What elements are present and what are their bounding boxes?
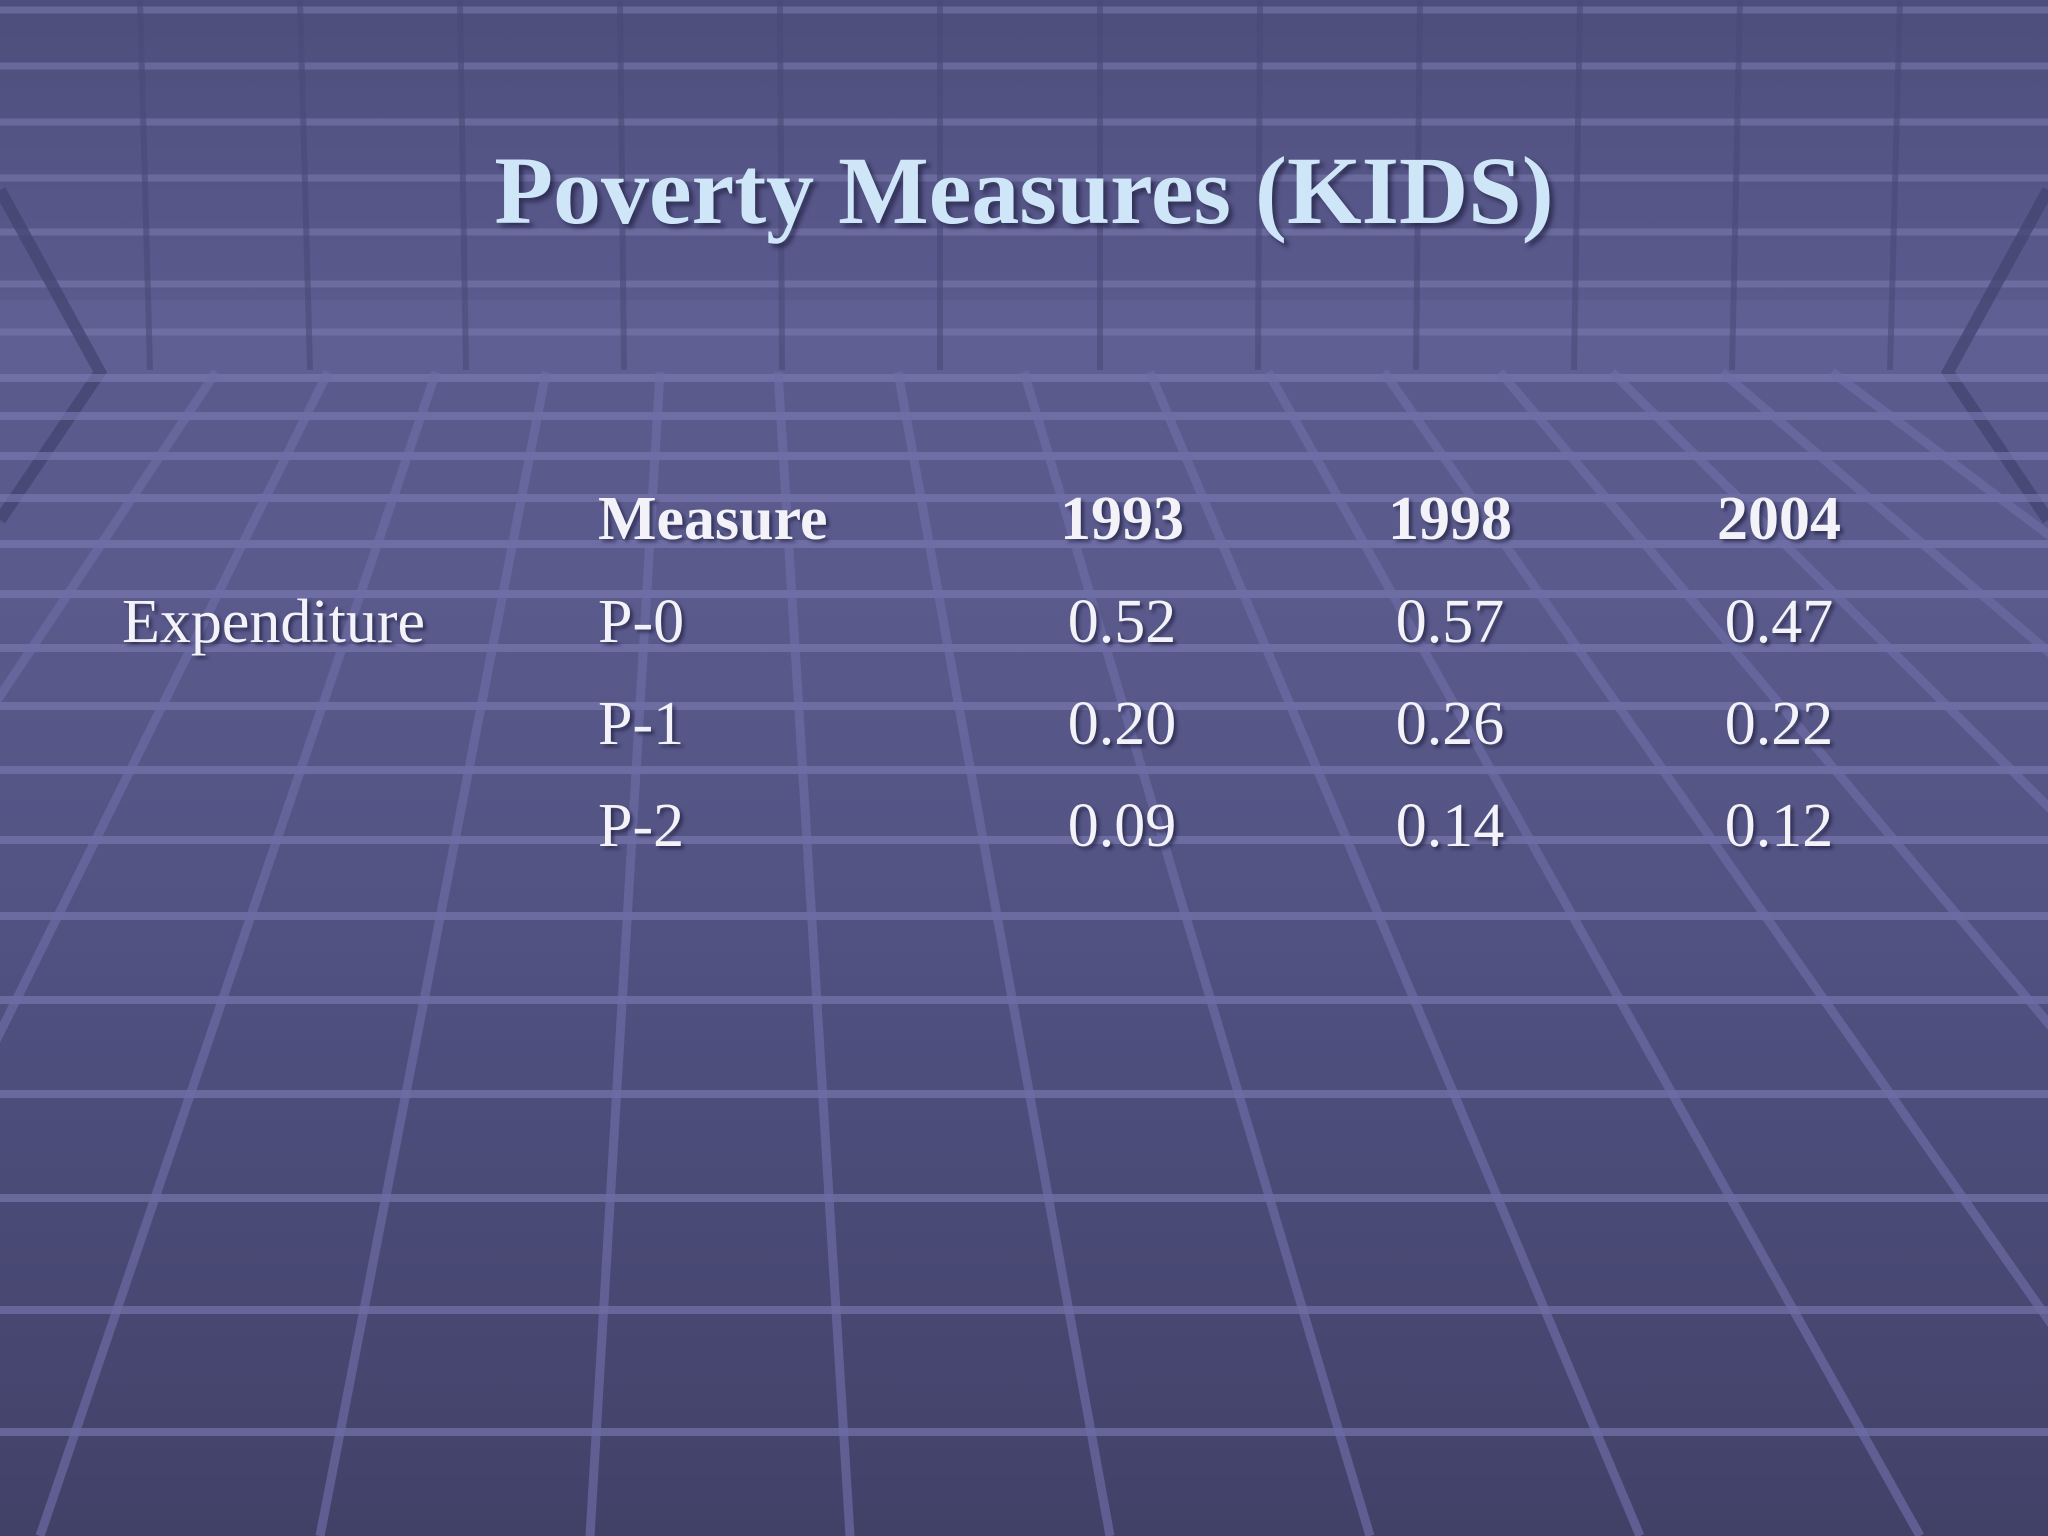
table-cell: 0.57 xyxy=(1395,588,1505,656)
row-measure-p0: P-0 xyxy=(598,588,685,656)
header-2004: 2004 xyxy=(1717,485,1841,553)
header-1993: 1993 xyxy=(1060,485,1184,553)
row-measure-p1: P-1 xyxy=(598,690,685,758)
header-1998: 1998 xyxy=(1388,485,1512,553)
table-cell: 0.12 xyxy=(1724,792,1834,860)
table-cell: 0.22 xyxy=(1724,690,1834,758)
table-cell: 0.20 xyxy=(1067,690,1177,758)
table-cell: 0.52 xyxy=(1067,588,1177,656)
table-cell: 0.14 xyxy=(1395,792,1505,860)
table-cell: 0.26 xyxy=(1395,690,1505,758)
table-cell: 0.47 xyxy=(1724,588,1834,656)
table-cell: 0.09 xyxy=(1067,792,1177,860)
row-group-label: Expenditure xyxy=(122,588,426,656)
header-measure: Measure xyxy=(598,485,828,553)
row-measure-p2: P-2 xyxy=(598,792,685,860)
slide-title: Poverty Measures (KIDS) xyxy=(494,137,1554,244)
